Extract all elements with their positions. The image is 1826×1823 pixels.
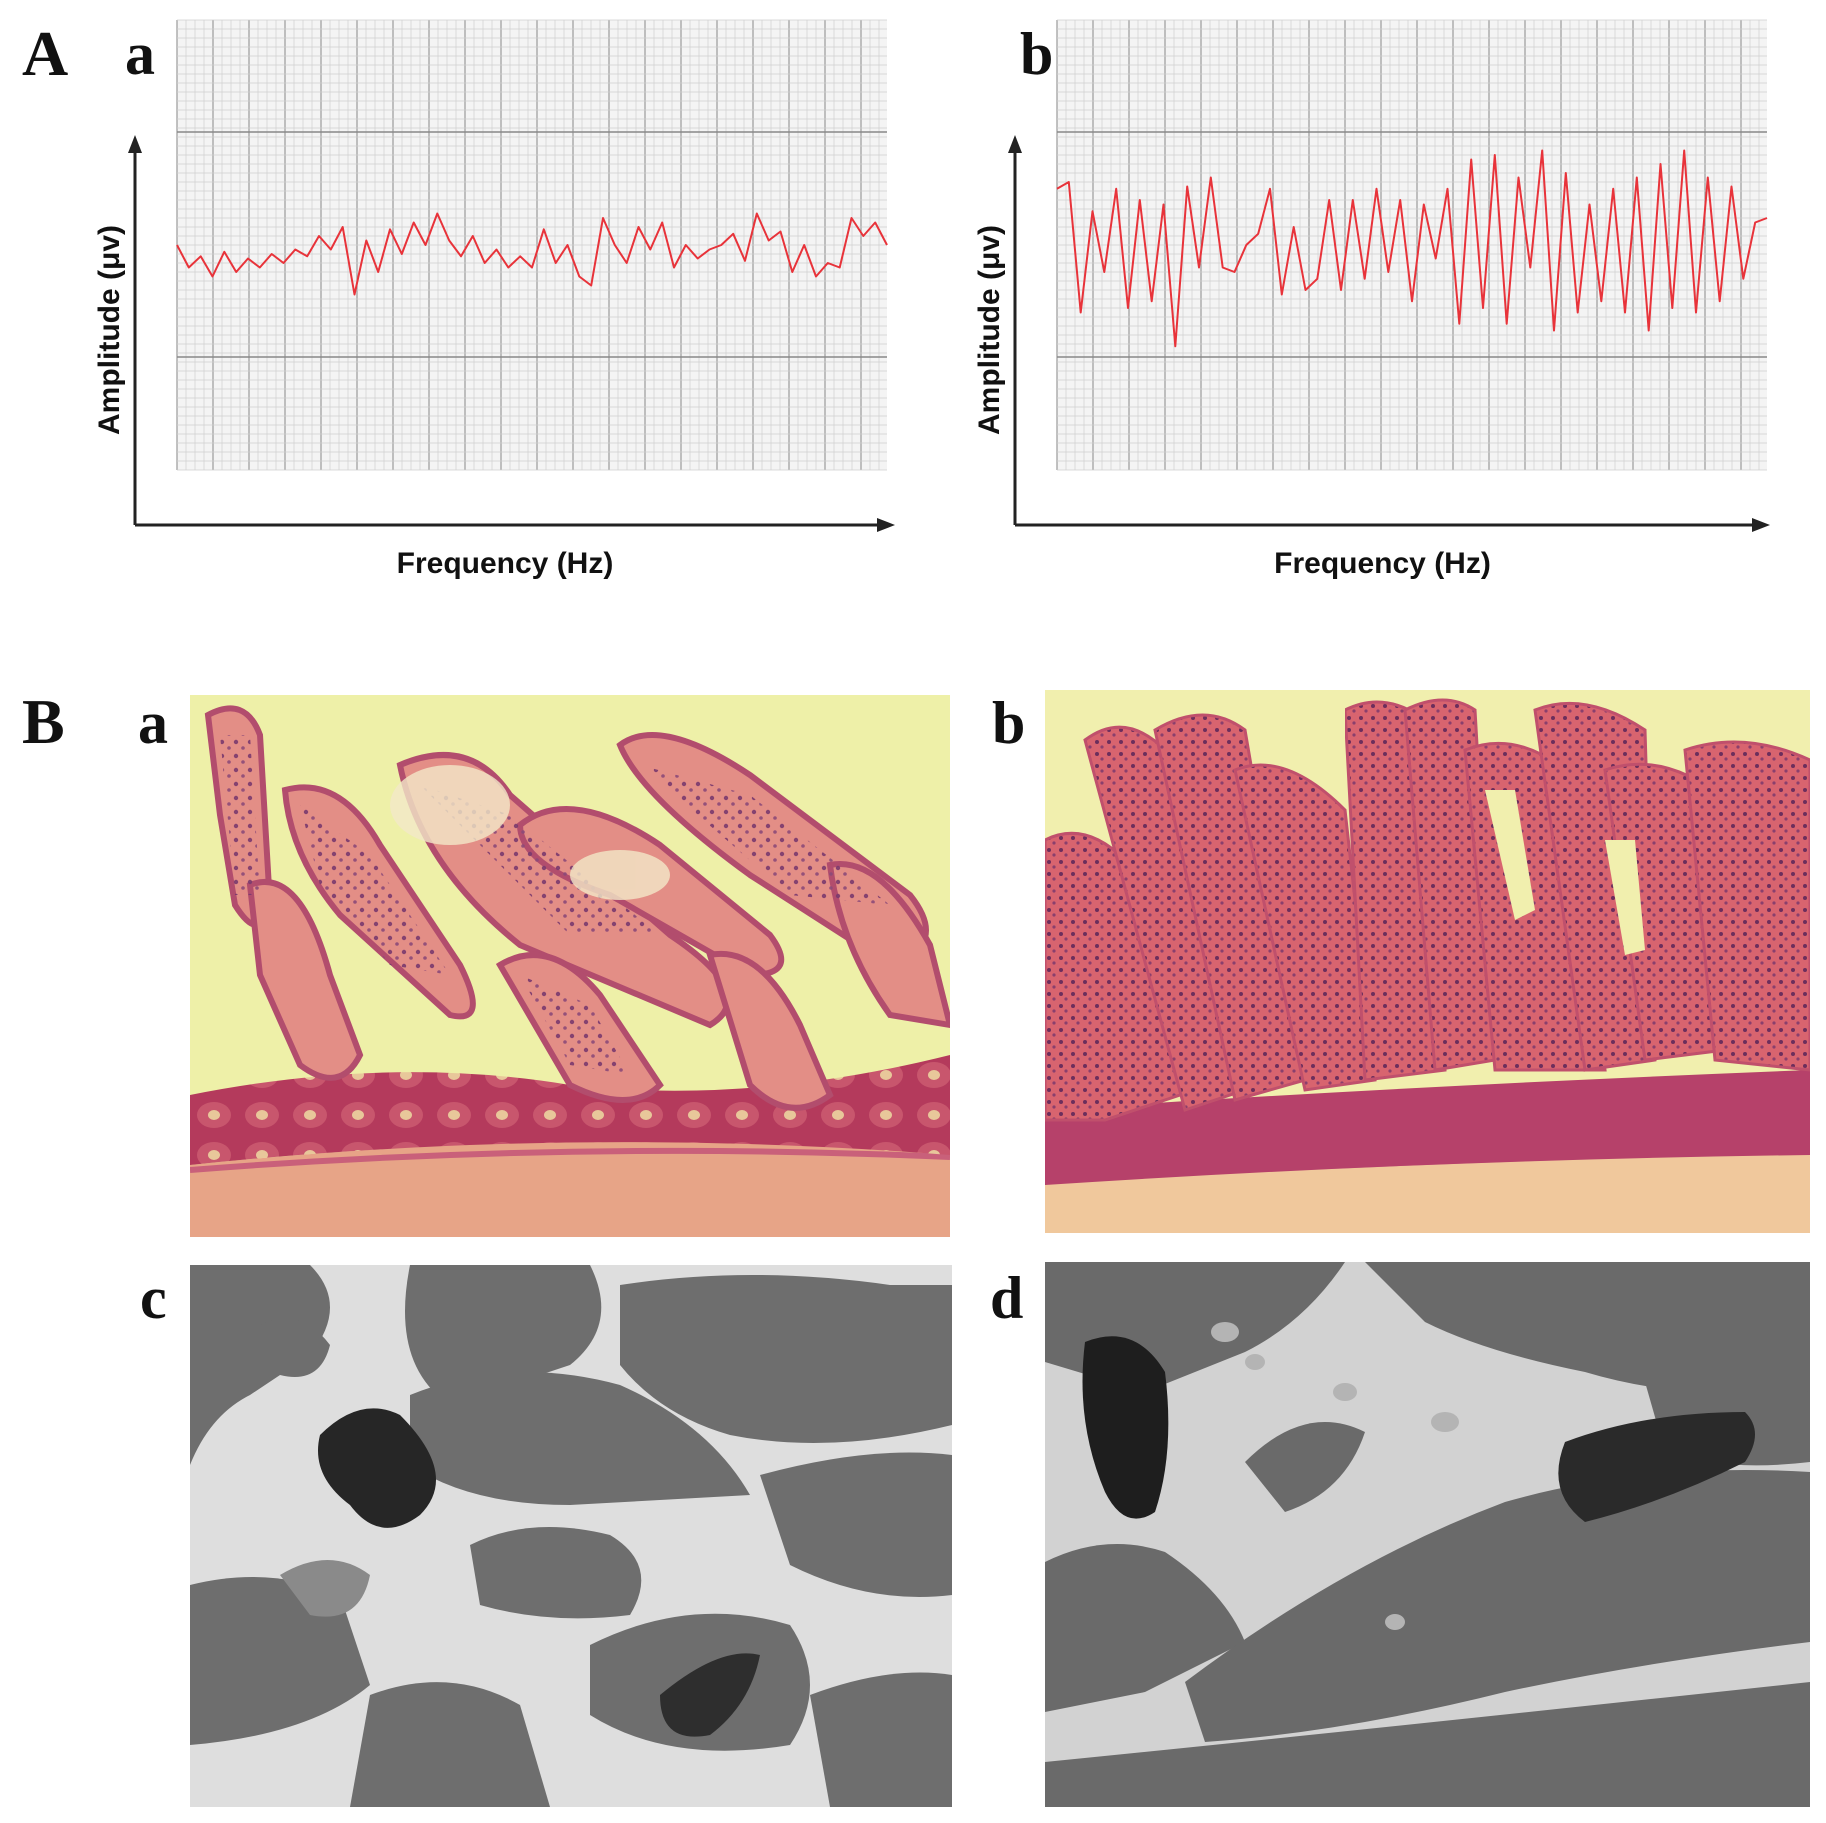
panel-label-B: B [22, 686, 65, 757]
chart-a: Frequency (Hz) Amplitude (μv) [90, 15, 960, 615]
y-axis-arrow [128, 135, 142, 153]
subpanel-label-Ba: a [138, 690, 168, 756]
subpanel-label-Ab: b [1020, 21, 1054, 87]
subpanel-label-Bb: b [992, 690, 1026, 756]
y-axis-label: Amplitude (μv) [973, 225, 1006, 435]
x-axis-label: Frequency (Hz) [1274, 547, 1491, 580]
subpanel-label-Bc: c [140, 1265, 167, 1331]
y-axis-arrow [1008, 135, 1022, 153]
x-axis-arrow [1752, 518, 1770, 532]
x-axis-arrow [877, 518, 895, 532]
signal-trace [1056, 149, 1768, 348]
chart-a-svg: Frequency (Hz) Amplitude (μv) [93, 19, 895, 580]
y-axis-label: Amplitude (μv) [93, 225, 126, 435]
x-axis-label: Frequency (Hz) [397, 547, 614, 580]
signal-trace [176, 212, 888, 296]
chart-b-svg: Frequency (Hz) Amplitude (μv) [973, 19, 1770, 580]
subpanel-label-Aa: a [125, 21, 155, 87]
histology-image-b [1045, 690, 1810, 1233]
electron-micrograph-d [1045, 1262, 1810, 1807]
histology-image-a [190, 695, 950, 1237]
subpanel-label-Bd: d [990, 1265, 1024, 1331]
grid [176, 19, 887, 471]
electron-micrograph-c [190, 1265, 952, 1807]
chart-b: Frequency (Hz) Amplitude (μv) [970, 15, 1826, 615]
panel-label-A: A [22, 18, 69, 89]
